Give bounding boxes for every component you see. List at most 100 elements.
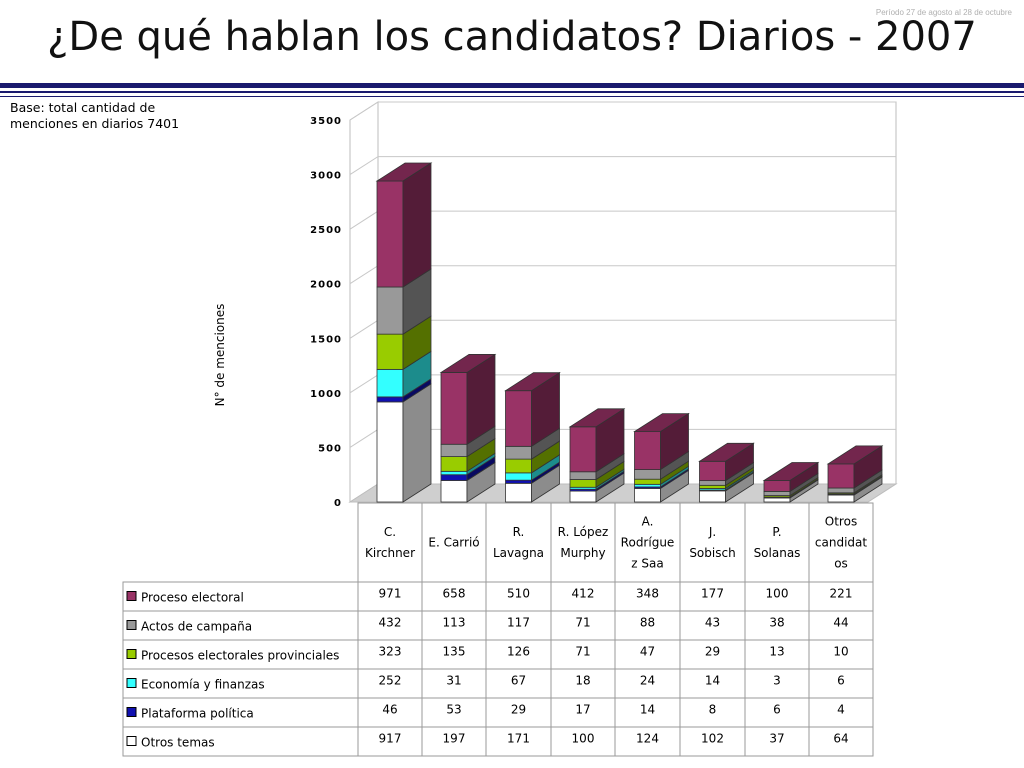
chart-side-wall xyxy=(349,101,379,503)
page-title: ¿De qué hablan los candidatos? Diarios -… xyxy=(47,14,977,60)
table-value: 658 xyxy=(443,587,466,601)
table-value: 252 xyxy=(379,674,402,688)
table-value: 38 xyxy=(769,616,784,630)
bar-segment xyxy=(763,480,791,492)
table-value: 117 xyxy=(507,616,530,630)
bar-segment xyxy=(827,487,855,494)
legend-swatch xyxy=(126,620,137,630)
category-label: J. xyxy=(708,525,716,539)
table-value: 46 xyxy=(382,703,397,717)
legend-label: Otros temas xyxy=(141,736,215,750)
table-value: 177 xyxy=(701,587,724,601)
legend-label: Proceso electoral xyxy=(141,591,244,605)
legend-swatch xyxy=(126,649,137,659)
bar-top xyxy=(568,408,626,428)
bar-segment xyxy=(634,431,661,470)
bar-segment xyxy=(376,368,404,398)
base-note-line-1: Base: total cantidad de xyxy=(10,100,156,115)
table-value: 17 xyxy=(575,703,590,717)
table-value: 124 xyxy=(636,732,659,746)
bar-segment xyxy=(634,478,661,485)
y-tick-label: 1500 xyxy=(310,334,342,345)
bar-segment xyxy=(569,490,597,503)
bar-segment xyxy=(505,482,532,503)
base-note: Base: total cantidad de menciones en dia… xyxy=(10,100,210,132)
category-label: z Saa xyxy=(631,557,663,571)
category-label: candidat xyxy=(815,536,867,550)
table-value: 31 xyxy=(446,674,461,688)
y-axis-label: N° de menciones xyxy=(213,304,227,407)
legend-label: Plataforma política xyxy=(141,707,254,721)
title-rule-thin xyxy=(0,96,1024,97)
bar-segment xyxy=(763,491,791,496)
title-rule-middle xyxy=(0,91,1024,93)
table-value: 44 xyxy=(833,616,848,630)
table-value: 197 xyxy=(443,732,466,746)
bar-segment xyxy=(569,471,597,480)
bar-segment xyxy=(376,396,404,403)
bar-segment xyxy=(440,372,468,445)
table-value: 412 xyxy=(572,587,595,601)
bar-segment xyxy=(505,390,532,447)
gridline xyxy=(349,156,896,175)
category-label: Sobisch xyxy=(689,546,735,560)
bar-top xyxy=(698,442,755,462)
y-tick-label: 1000 xyxy=(310,389,342,400)
bar-segment xyxy=(699,480,726,486)
bar-top xyxy=(504,372,561,392)
bar-segment xyxy=(827,494,855,503)
table-value: 113 xyxy=(443,616,466,630)
legend-label: Actos de campaña xyxy=(141,620,252,634)
table-value: 917 xyxy=(379,732,402,746)
category-label: Otros xyxy=(825,515,857,529)
bar-segment xyxy=(376,180,404,288)
y-tick-label: 0 xyxy=(334,498,342,509)
table-value: 47 xyxy=(640,645,655,659)
table-value: 100 xyxy=(572,732,595,746)
table-value: 323 xyxy=(379,645,402,659)
table-value: 64 xyxy=(833,732,848,746)
table-value: 971 xyxy=(379,587,402,601)
y-tick-label: 3500 xyxy=(310,116,342,127)
bar-top xyxy=(439,354,497,373)
table-value: 14 xyxy=(640,703,655,717)
category-label: R. xyxy=(513,525,525,539)
bar-segment xyxy=(634,469,661,480)
category-label: R. López xyxy=(558,525,609,539)
category-label: Lavagna xyxy=(493,546,544,560)
bar-segment-side xyxy=(402,162,432,288)
bar-top xyxy=(633,413,690,433)
title-rule-thick xyxy=(0,83,1024,88)
table-value: 29 xyxy=(705,645,720,659)
category-label: Murphy xyxy=(560,546,605,560)
legend-label: Procesos electorales provinciales xyxy=(141,649,339,663)
bar-segment xyxy=(505,458,532,474)
table-value: 53 xyxy=(446,703,461,717)
table-value: 29 xyxy=(511,703,526,717)
table-value: 432 xyxy=(379,616,402,630)
y-tick-label: 500 xyxy=(318,443,342,454)
bar-segment xyxy=(699,484,726,489)
bar-segment xyxy=(376,286,404,335)
legend-swatch xyxy=(126,707,137,717)
table-value: 6 xyxy=(837,674,845,688)
table-value: 221 xyxy=(830,587,853,601)
category-label: A. xyxy=(642,515,654,529)
table-value: 13 xyxy=(769,645,784,659)
y-tick-label: 2500 xyxy=(310,225,342,236)
bar-segment xyxy=(376,401,404,503)
table-value: 510 xyxy=(507,587,530,601)
table-value: 14 xyxy=(705,674,720,688)
bar-segment xyxy=(440,443,468,457)
legend-swatch xyxy=(126,678,137,688)
bar-segment-side xyxy=(402,383,432,503)
bar-top xyxy=(826,445,884,465)
legend-swatch xyxy=(126,591,137,601)
bar-segment xyxy=(440,480,468,503)
bar-segment xyxy=(440,474,468,481)
table-value: 71 xyxy=(575,645,590,659)
table-value: 10 xyxy=(833,645,848,659)
bar-segment xyxy=(569,426,597,473)
table-value: 71 xyxy=(575,616,590,630)
